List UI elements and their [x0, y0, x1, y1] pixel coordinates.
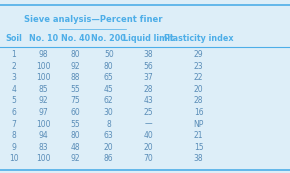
Text: 50: 50: [104, 50, 114, 59]
Text: Soil: Soil: [5, 34, 22, 43]
Text: 21: 21: [194, 131, 203, 140]
Text: 22: 22: [194, 73, 203, 82]
Text: 3: 3: [11, 73, 16, 82]
Text: 86: 86: [104, 154, 114, 163]
Text: 75: 75: [70, 96, 80, 105]
Text: 83: 83: [39, 143, 48, 152]
Text: 28: 28: [144, 85, 153, 94]
Text: 45: 45: [104, 85, 114, 94]
Text: Liquid limit: Liquid limit: [123, 34, 174, 43]
Text: 85: 85: [39, 85, 48, 94]
Text: 15: 15: [194, 143, 204, 152]
Text: 100: 100: [36, 120, 51, 129]
Text: 92: 92: [70, 154, 80, 163]
Text: 94: 94: [39, 131, 48, 140]
Text: 29: 29: [194, 50, 204, 59]
Text: 65: 65: [104, 73, 114, 82]
Text: 80: 80: [104, 62, 114, 71]
Text: 55: 55: [70, 120, 80, 129]
Text: 63: 63: [104, 131, 114, 140]
Text: No. 40: No. 40: [61, 34, 90, 43]
Text: 80: 80: [70, 50, 80, 59]
Text: 62: 62: [104, 96, 114, 105]
Text: 70: 70: [144, 154, 153, 163]
Text: 16: 16: [194, 108, 204, 117]
Text: 4: 4: [11, 85, 16, 94]
Text: —: —: [145, 120, 153, 129]
Text: 6: 6: [11, 108, 16, 117]
Text: 48: 48: [70, 143, 80, 152]
Text: 37: 37: [144, 73, 153, 82]
Text: 8: 8: [106, 120, 111, 129]
Text: 7: 7: [11, 120, 16, 129]
Text: 60: 60: [70, 108, 80, 117]
Text: 20: 20: [144, 143, 153, 152]
Text: 38: 38: [144, 50, 153, 59]
Text: 88: 88: [71, 73, 80, 82]
Text: No. 200: No. 200: [91, 34, 126, 43]
Text: 55: 55: [70, 85, 80, 94]
Text: 20: 20: [104, 143, 114, 152]
Text: 92: 92: [70, 62, 80, 71]
Text: 30: 30: [104, 108, 114, 117]
Text: 97: 97: [39, 108, 48, 117]
Text: 100: 100: [36, 154, 51, 163]
Text: 100: 100: [36, 73, 51, 82]
Text: 80: 80: [70, 131, 80, 140]
Text: 20: 20: [194, 85, 204, 94]
Text: 98: 98: [39, 50, 48, 59]
Text: 1: 1: [11, 50, 16, 59]
Text: Plasticity index: Plasticity index: [164, 34, 233, 43]
Text: 8: 8: [11, 131, 16, 140]
Text: 100: 100: [36, 62, 51, 71]
Text: 40: 40: [144, 131, 153, 140]
Text: Sieve analysis—Percent finer: Sieve analysis—Percent finer: [23, 15, 162, 24]
Text: 25: 25: [144, 108, 153, 117]
Text: 2: 2: [11, 62, 16, 71]
Text: 92: 92: [39, 96, 48, 105]
Text: 10: 10: [9, 154, 19, 163]
Text: 5: 5: [11, 96, 16, 105]
Text: 56: 56: [144, 62, 153, 71]
Text: 38: 38: [194, 154, 204, 163]
Text: No. 10: No. 10: [29, 34, 58, 43]
Text: 43: 43: [144, 96, 153, 105]
Text: NP: NP: [193, 120, 204, 129]
Text: 28: 28: [194, 96, 203, 105]
Text: 23: 23: [194, 62, 204, 71]
Text: 9: 9: [11, 143, 16, 152]
